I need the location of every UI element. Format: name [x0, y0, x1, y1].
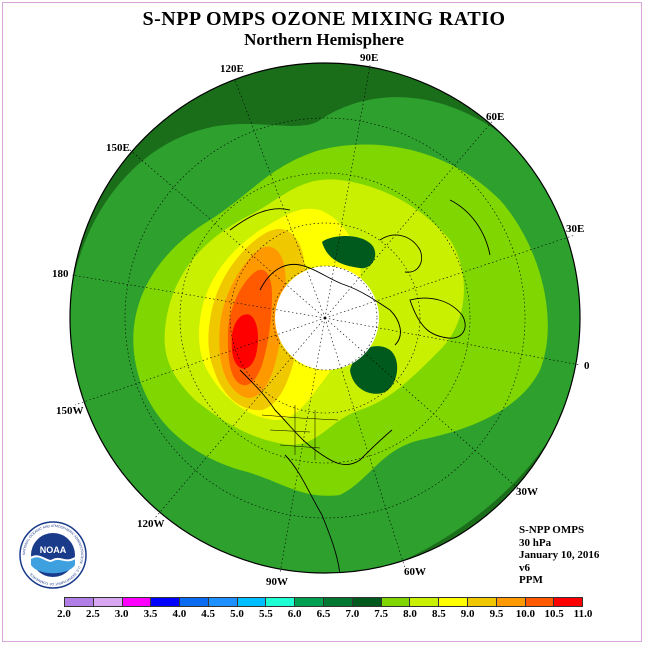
lon-label-30e: 30E	[566, 223, 585, 235]
legend-swatch	[151, 598, 181, 606]
legend-swatch	[439, 598, 468, 606]
legend-swatch	[295, 598, 325, 606]
color-legend	[64, 597, 583, 607]
info-block: S-NPP OMPS 30 hPa January 10, 2016 v6 PP…	[519, 524, 599, 587]
legend-swatch	[237, 598, 267, 606]
lon-label-120w: 120W	[137, 518, 165, 530]
coastlines	[229, 199, 491, 573]
legend-swatch	[525, 598, 555, 606]
legend-swatch	[180, 598, 209, 606]
legend-swatch	[93, 598, 123, 606]
legend-tick-label: 9.0	[460, 608, 475, 620]
legend-swatch	[496, 598, 526, 606]
lon-label-60w: 60W	[404, 566, 426, 578]
info-instrument: S-NPP OMPS	[519, 524, 585, 536]
legend-swatch	[266, 598, 296, 606]
info-version: v6	[519, 561, 530, 574]
legend-tick-label: 3.5	[143, 608, 158, 620]
legend-swatch	[467, 598, 497, 606]
ozone-low-darkgreen-1	[322, 236, 376, 269]
legend-tick-label: 3.0	[114, 608, 129, 620]
legend-swatch	[324, 598, 353, 606]
info-level: 30 hPa	[519, 536, 552, 549]
legend-swatch	[208, 598, 238, 606]
state-boundaries	[261, 405, 339, 460]
legend-tick-label: 5.0	[230, 608, 244, 620]
legend-tick-label: 6.0	[287, 608, 302, 620]
ozone-low-darkgreen-2	[350, 346, 398, 394]
ozone-max-red	[231, 314, 258, 369]
legend-swatch	[65, 598, 94, 606]
legend-tick-label: 7.0	[345, 608, 360, 620]
legend-tick-label: 8.0	[403, 608, 417, 620]
legend-tick-label: 4.0	[172, 608, 187, 620]
noaa-logo: NOAA NATIONAL OCEANIC AND ATMOSPHERIC AD…	[19, 521, 87, 589]
legend-swatch	[381, 598, 411, 606]
legend-tick-label: 7.5	[374, 608, 389, 620]
lon-label-0: 0	[584, 360, 590, 372]
lon-label-90e: 90E	[360, 52, 379, 64]
legend-tick-label: 4.5	[201, 608, 216, 620]
lon-label-90w: 90W	[266, 576, 288, 588]
lon-label-60e: 60E	[486, 111, 505, 123]
lon-label-180: 180	[52, 268, 69, 280]
map-subtitle: Northern Hemisphere	[244, 30, 404, 49]
lon-label-150w: 150W	[56, 405, 84, 417]
info-units: PPM	[519, 574, 543, 586]
legend-tick-label: 10.5	[544, 608, 564, 620]
legend-tick-label: 10.0	[515, 608, 535, 620]
legend-tick-label: 5.5	[258, 608, 273, 620]
lon-label-120e: 120E	[220, 63, 244, 75]
legend-swatch	[352, 598, 382, 606]
map-boundary	[69, 62, 581, 574]
legend-ticks: 2.0 2.5 3.0 3.5 4.0 4.5 5.0 5.5 6.0 6.5 7.0 7.5 8.0 8…	[57, 608, 592, 622]
legend-tick-label: 11.0	[573, 608, 593, 620]
legend-tick-label: 9.5	[489, 608, 504, 620]
figure-frame	[2, 2, 642, 642]
map-title: S-NPP OMPS OZONE MIXING RATIO	[142, 8, 506, 30]
legend-swatch	[554, 598, 583, 606]
legend-tick-label: 2.5	[85, 608, 100, 620]
legend-tick-label: 2.0	[57, 608, 71, 620]
lon-label-150e: 150E	[106, 142, 130, 154]
legend-tick-label: 8.5	[431, 608, 446, 620]
graticule	[71, 64, 581, 574]
noaa-logo-text: NOAA	[40, 545, 67, 555]
polar-data-gap	[275, 266, 379, 370]
info-date: January 10, 2016	[519, 549, 600, 561]
legend-swatch	[410, 598, 440, 606]
lon-label-30w: 30W	[516, 486, 538, 498]
legend-swatch	[122, 598, 152, 606]
legend-tick-label: 6.5	[316, 608, 331, 620]
